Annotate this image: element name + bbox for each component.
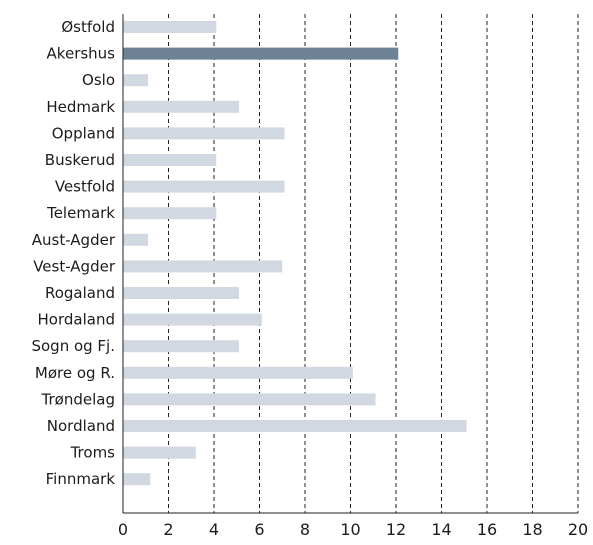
- category-label: Oslo: [82, 71, 115, 89]
- category-label: Trøndelag: [41, 390, 115, 408]
- bar-aust-agder: [123, 233, 149, 246]
- category-label: Aust-Agder: [32, 231, 116, 249]
- bar-vest-agder: [123, 260, 283, 273]
- bar-sogn-og-fj-: [123, 340, 240, 353]
- category-label: Hedmark: [46, 98, 115, 116]
- x-tick-label-10: 10: [340, 520, 360, 539]
- bar-rogaland: [123, 287, 240, 299]
- bar-vestfold: [123, 180, 285, 193]
- bar-møre-og-r-: [123, 366, 353, 379]
- bars: [123, 21, 467, 486]
- category-label: Hordaland: [38, 311, 115, 329]
- category-label: Vestfold: [55, 178, 115, 196]
- category-label: Østfold: [61, 18, 115, 36]
- x-tick-label-18: 18: [522, 520, 542, 539]
- axes: [122, 14, 578, 514]
- category-label: Møre og R.: [35, 364, 115, 382]
- category-label: Buskerud: [45, 151, 115, 169]
- category-label: Troms: [70, 444, 116, 462]
- x-tick-label-16: 16: [477, 520, 497, 539]
- category-label: Vest-Agder: [33, 257, 116, 275]
- bar-oppland: [123, 127, 285, 140]
- bar-østfold: [123, 21, 217, 33]
- category-labels: Østfold Akershus Oslo Hedmark Oppland Buskeru…: [31, 18, 115, 488]
- bar-finnmark: [123, 473, 151, 486]
- x-tick-labels: 0 2 4 6 8 10 12 14 16 18 20: [118, 520, 588, 539]
- category-label: Nordland: [47, 417, 115, 435]
- category-label: Sogn og Fj.: [31, 337, 115, 355]
- category-label: Telemark: [46, 204, 115, 222]
- x-tick-label-8: 8: [300, 520, 310, 539]
- x-tick-label-6: 6: [254, 520, 264, 539]
- bar-akershus: [123, 47, 399, 60]
- category-label: Oppland: [52, 124, 115, 142]
- category-label: Rogaland: [45, 284, 115, 302]
- x-tick-label-14: 14: [431, 520, 451, 539]
- x-tick-label-4: 4: [209, 520, 219, 539]
- bar-telemark: [123, 207, 217, 220]
- category-label: Finnmark: [46, 470, 116, 488]
- bar-buskerud: [123, 154, 217, 166]
- x-tick-label-0: 0: [118, 520, 128, 539]
- bar-nordland: [123, 420, 467, 432]
- category-label: Akershus: [47, 45, 116, 63]
- x-tick-label-20: 20: [568, 520, 588, 539]
- bar-troms: [123, 446, 196, 459]
- bar-trøndelag: [123, 393, 376, 406]
- x-tick-label-2: 2: [163, 520, 173, 539]
- bar-oslo: [123, 74, 149, 87]
- x-tick-label-12: 12: [386, 520, 406, 539]
- bar-hordaland: [123, 313, 262, 326]
- bar-hedmark: [123, 100, 240, 113]
